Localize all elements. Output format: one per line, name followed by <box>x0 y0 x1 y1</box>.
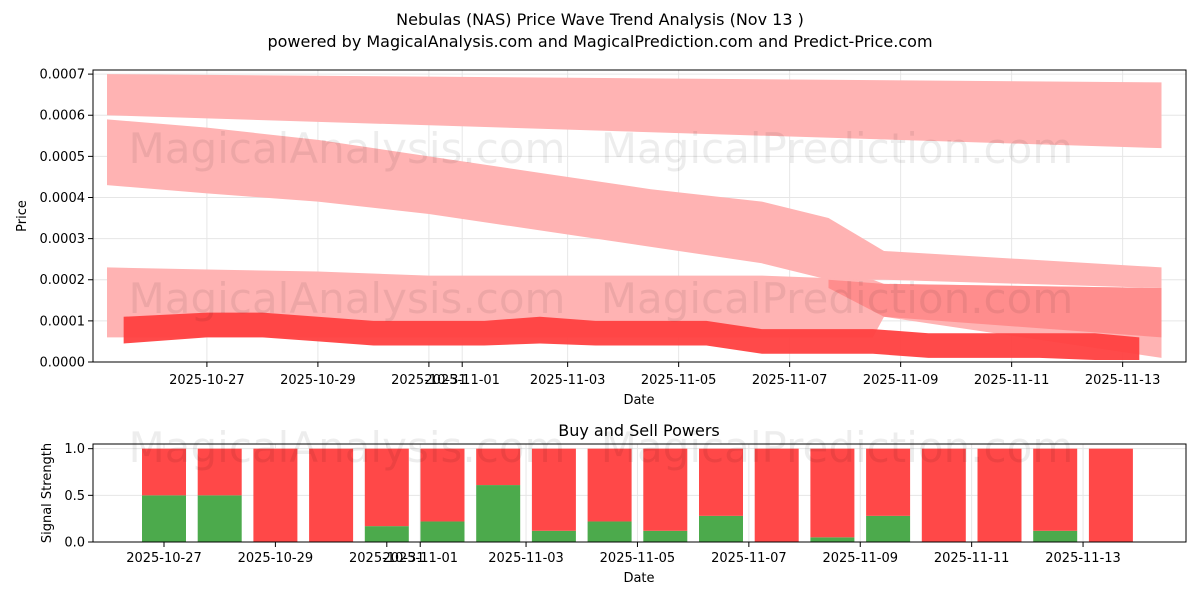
buy-bar <box>1033 530 1078 542</box>
price-x-ticks: 2025-10-27 2025-10-29 2025-10-312025-11-01… <box>169 362 1160 388</box>
signal-y-tick-label: 0.0 <box>64 536 85 551</box>
buy-bar <box>866 515 911 542</box>
buy-bar <box>197 495 242 542</box>
sell-bar <box>699 448 743 516</box>
signal-x-axis-label: Date <box>623 571 654 586</box>
sell-bar <box>531 448 576 531</box>
sell-bar <box>420 448 465 522</box>
buy-bar <box>142 495 186 542</box>
watermark-prediction-bottom: MagicalPrediction.com <box>601 423 1074 472</box>
price-x-tick-label: 2025-10-27 <box>169 373 245 388</box>
price-plot: MagicalAnalysis.com MagicalPrediction.co… <box>15 68 1187 408</box>
buy-bar <box>587 521 632 542</box>
price-x-tick-label: 2025-10-29 <box>280 373 356 388</box>
signal-x-tick-label: 2025-11-01 <box>382 551 458 566</box>
price-y-tick-label: 0.0005 <box>40 150 86 165</box>
price-x-tick-label: 2025-11-07 <box>752 373 828 388</box>
buy-bar <box>476 485 521 542</box>
sell-bar <box>977 448 1022 542</box>
signal-plot-title: Buy and Sell Powers <box>558 421 720 440</box>
buy-bar <box>420 521 465 542</box>
signal-plot: Buy and Sell Powers MagicalAnalysis.com … <box>40 421 1187 586</box>
chart-subtitle: powered by MagicalAnalysis.com and Magic… <box>267 32 932 51</box>
sell-bar <box>921 448 966 542</box>
signal-x-tick-label: 2025-11-05 <box>600 551 676 566</box>
price-bands <box>107 74 1162 360</box>
signal-y-ticks: 0.0 0.5 1.0 <box>64 442 93 551</box>
price-x-tick-label: 2025-10-31 <box>391 373 467 388</box>
band-price-wave <box>123 312 1140 360</box>
signal-x-tick-label: 2025-11-09 <box>822 551 898 566</box>
watermark-analysis-mid: MagicalAnalysis.com <box>129 274 566 323</box>
price-y-tick-label: 0.0007 <box>40 68 86 83</box>
price-y-tick-label: 0.0000 <box>40 356 86 371</box>
sell-bar <box>364 448 409 527</box>
signal-bars <box>142 448 1133 542</box>
sell-bar <box>587 448 632 522</box>
signal-x-tick-label: 2025-10-31 <box>349 551 425 566</box>
signal-x-tick-label: 2025-11-03 <box>488 551 564 566</box>
sell-bar <box>643 448 688 531</box>
signal-y-tick-label: 1.0 <box>64 442 85 457</box>
sell-bar <box>866 448 911 516</box>
price-x-tick-label: 2025-11-05 <box>641 373 717 388</box>
price-x-tick-label: 2025-11-09 <box>863 373 939 388</box>
sell-bar <box>253 448 298 542</box>
price-y-tick-label: 0.0003 <box>40 232 86 247</box>
buy-bar <box>699 515 743 542</box>
sell-bar <box>1088 448 1133 542</box>
sell-bar <box>476 448 521 486</box>
price-x-tick-label: 2025-11-11 <box>974 373 1050 388</box>
signal-x-tick-label: 2025-10-29 <box>238 551 314 566</box>
price-plot-frame <box>92 69 1187 363</box>
buy-bar <box>810 537 855 542</box>
band-overlap <box>828 279 1162 338</box>
sell-bar <box>754 448 799 542</box>
signal-x-tick-label: 2025-11-07 <box>711 551 787 566</box>
signal-y-axis-label: Signal Strength <box>40 443 55 543</box>
watermark-prediction-mid: MagicalPrediction.com <box>601 274 1074 323</box>
sell-bar <box>142 448 186 496</box>
signal-y-tick-label: 0.5 <box>64 489 85 504</box>
buy-bar <box>643 530 688 542</box>
signal-x-tick-label: 2025-10-27 <box>126 551 202 566</box>
sell-bar <box>810 448 855 538</box>
signal-x-tick-label: 2025-11-13 <box>1045 551 1121 566</box>
signal-plot-frame <box>92 443 1187 543</box>
signal-x-ticks: 2025-10-27 2025-10-29 2025-10-312025-11-01… <box>126 542 1121 566</box>
price-x-axis-label: Date <box>623 393 654 408</box>
sell-bar <box>1033 448 1078 531</box>
sell-bar <box>197 448 242 496</box>
buy-bar <box>531 530 576 542</box>
watermark-analysis-top: MagicalAnalysis.com <box>129 124 566 173</box>
price-y-tick-label: 0.0001 <box>40 314 86 329</box>
watermark-prediction-top: MagicalPrediction.com <box>601 124 1074 173</box>
buy-bar <box>364 526 409 542</box>
price-x-tick-label: 2025-11-13 <box>1085 373 1161 388</box>
price-y-tick-label: 0.0006 <box>40 109 86 124</box>
price-y-axis-label: Price <box>15 200 30 232</box>
watermark-analysis-bottom: MagicalAnalysis.com <box>129 423 566 472</box>
price-y-ticks: 0.0000 0.0001 0.0002 0.0003 0.0004 0.0005 0.00… <box>40 68 93 371</box>
band-middle-band <box>107 119 1162 288</box>
price-y-tick-label: 0.0004 <box>40 191 86 206</box>
price-x-tick-label: 2025-11-01 <box>424 373 500 388</box>
chart-title: Nebulas (NAS) Price Wave Trend Analysis … <box>396 10 804 29</box>
price-y-tick-label: 0.0002 <box>40 273 86 288</box>
signal-x-tick-label: 2025-11-11 <box>934 551 1010 566</box>
price-x-tick-label: 2025-11-03 <box>530 373 606 388</box>
sell-bar <box>309 448 354 542</box>
band-upper-band <box>107 74 1162 149</box>
